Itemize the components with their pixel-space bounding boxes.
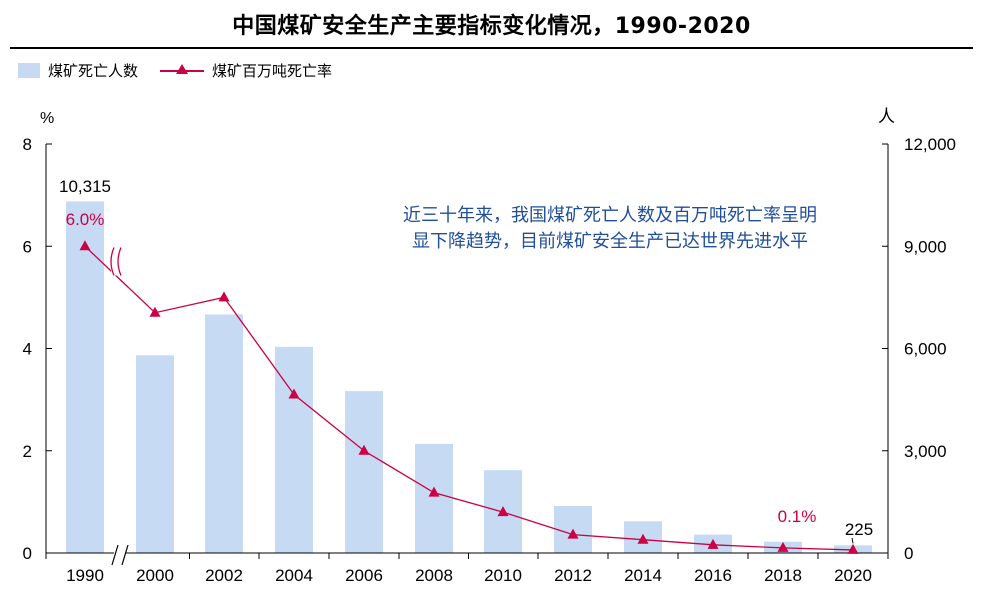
x-tick-label-1990: 1990 xyxy=(66,566,104,585)
legend: 煤矿死亡人数 煤矿百万吨死亡率 xyxy=(18,60,354,81)
left-tick-label: 4 xyxy=(23,340,32,359)
chart-title: 中国煤矿安全生产主要指标变化情况，1990-2020 xyxy=(232,14,751,39)
line-label-1990: 6.0% xyxy=(66,210,105,229)
title-divider xyxy=(10,47,973,49)
left-tick-label: 0 xyxy=(23,544,32,563)
line-break-gap xyxy=(111,247,123,276)
legend-bar-swatch xyxy=(18,63,40,78)
right-tick-label: 9,000 xyxy=(904,237,947,256)
left-axis-unit: % xyxy=(40,110,54,127)
line-marker-2006 xyxy=(358,444,370,455)
line-marker-2010 xyxy=(497,506,509,517)
x-tick-label-2004: 2004 xyxy=(275,566,313,585)
line-marker-2004 xyxy=(288,388,300,399)
x-axis-break-mark xyxy=(111,544,119,566)
line-marker-2008 xyxy=(428,486,440,497)
right-tick-label: 0 xyxy=(904,544,913,563)
bar-label-2020-leader xyxy=(851,537,854,544)
right-tick-label: 3,000 xyxy=(904,442,947,461)
line-label-2020: 0.1% xyxy=(778,507,817,526)
x-tick-label-2014: 2014 xyxy=(624,566,662,585)
line-marker-2014 xyxy=(637,533,649,544)
legend-line-swatch xyxy=(160,63,205,78)
line-series-death-rate xyxy=(84,245,854,551)
x-tick-label-2008: 2008 xyxy=(415,566,453,585)
legend-bar-label: 煤矿死亡人数 xyxy=(48,62,139,80)
x-tick-label-2006: 2006 xyxy=(345,566,383,585)
line-marker-2000 xyxy=(149,306,161,317)
line-marker-2016 xyxy=(707,538,719,549)
right-axis-unit: 人 xyxy=(878,107,895,127)
x-tick-label-2020: 2020 xyxy=(834,566,872,585)
line-marker-2020 xyxy=(847,543,859,554)
x-tick-label-2000: 2000 xyxy=(136,566,174,585)
bar-2008 xyxy=(415,443,453,553)
bar-2006 xyxy=(345,391,383,553)
line-marker-2012 xyxy=(567,528,579,539)
bar-2002 xyxy=(205,314,243,553)
left-tick-label: 8 xyxy=(23,135,32,154)
bar-label-2020: 225 xyxy=(845,520,873,539)
x-tick-label-2016: 2016 xyxy=(694,566,732,585)
right-tick-label: 12,000 xyxy=(904,135,956,154)
line-break-mark xyxy=(110,247,115,276)
line-break-mark xyxy=(117,247,122,276)
x-axis-break-mark xyxy=(121,544,129,566)
left-tick-label: 2 xyxy=(23,442,32,461)
right-tick-label: 6,000 xyxy=(904,340,947,359)
line-marker-2018 xyxy=(777,541,789,552)
x-tick-label-2012: 2012 xyxy=(554,566,592,585)
x-tick-label-2010: 2010 xyxy=(484,566,522,585)
line-marker-2002 xyxy=(218,291,230,302)
x-tick-label-2018: 2018 xyxy=(764,566,802,585)
legend-line-label: 煤矿百万吨死亡率 xyxy=(212,62,333,80)
line-marker-1990 xyxy=(79,240,91,251)
bar-2000 xyxy=(136,355,174,553)
bar-2004 xyxy=(275,346,313,553)
chart-annotation: 近三十年来，我国煤矿死亡人数及百万吨死亡率呈明显下降趋势，目前煤矿安全生产已达世… xyxy=(403,205,817,252)
bar-label-1990: 10,315 xyxy=(59,177,111,196)
bar-1990 xyxy=(66,201,104,553)
left-tick-label: 6 xyxy=(23,237,32,256)
x-tick-label-2002: 2002 xyxy=(205,566,243,585)
